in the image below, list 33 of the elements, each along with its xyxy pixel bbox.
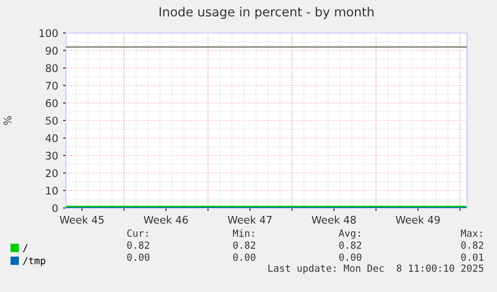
text: 0.00	[127, 253, 150, 261]
y-tick-label: 10	[46, 186, 58, 195]
text: 0.82	[339, 241, 362, 249]
y-tick-label: 0	[52, 204, 58, 212]
x-tick-label: Week 45	[60, 216, 104, 224]
y-axis-title: %	[4, 116, 12, 125]
x-tick-label: Week 46	[144, 216, 188, 224]
chart-title: Inode usage in percent - by month	[160, 6, 374, 19]
y-tick-label: 80	[46, 64, 58, 72]
text: 0.82	[233, 241, 256, 249]
text: Last update: Mon Dec 8 11:00:10 2025	[268, 264, 484, 274]
legend-label: /	[22, 244, 28, 252]
x-tick-label: Week 48	[312, 216, 356, 224]
text: 0.01	[461, 253, 484, 261]
y-tick-label: 100	[40, 29, 58, 38]
text: 0.00	[339, 253, 362, 261]
y-tick-label: 40	[46, 134, 58, 142]
text: 0.00	[233, 253, 256, 261]
text: 0.82	[127, 241, 150, 249]
x-tick-label: Week 47	[228, 216, 272, 224]
text: 0.82	[461, 241, 484, 249]
y-tick-label: 50	[46, 116, 58, 125]
y-tick-label: 30	[46, 152, 58, 160]
text: Avg:	[338, 230, 360, 239]
text: Min:	[232, 229, 254, 237]
y-tick-label: 70	[46, 82, 58, 90]
y-tick-label: 60	[46, 99, 58, 108]
legend-label: /tmp	[22, 257, 46, 266]
y-tick-label: 90	[46, 46, 58, 55]
x-tick-label: Week 49	[396, 216, 440, 224]
text: Max:	[460, 230, 482, 237]
y-tick-label: 20	[46, 169, 58, 178]
text: Cur:	[127, 229, 148, 237]
